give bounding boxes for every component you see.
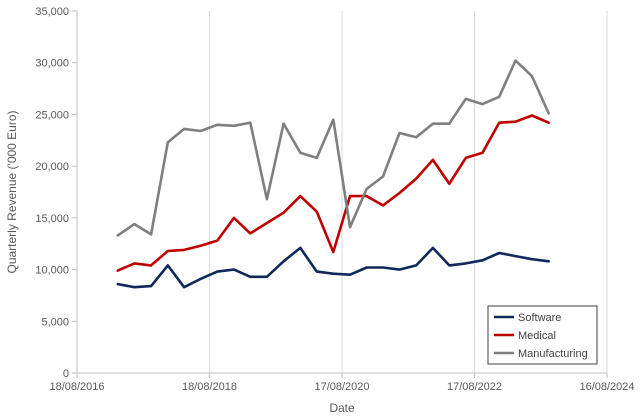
y-tick-label: 0 xyxy=(63,368,69,380)
y-tick-label: 35,000 xyxy=(35,6,69,18)
y-tick-label: 15,000 xyxy=(35,213,69,225)
x-tick-label: 17/08/2022 xyxy=(447,381,502,393)
legend-label-manufacturing: Manufacturing xyxy=(518,348,588,360)
y-tick-label: 25,000 xyxy=(35,109,69,121)
x-tick-label: 18/08/2018 xyxy=(182,381,237,393)
axes xyxy=(72,10,608,378)
series-line-manufacturing xyxy=(116,59,551,237)
x-axis-tick-labels: 18/08/2016 18/08/2018 17/08/2020 17/08/2022… xyxy=(49,381,634,393)
y-tick-label: 20,000 xyxy=(35,161,69,173)
x-tick-label: 17/08/2020 xyxy=(314,381,369,393)
y-tick-label: 30,000 xyxy=(35,58,69,70)
y-axis-title: Quarterly Revenue ('000 Euro) xyxy=(5,110,19,273)
series-line-medical xyxy=(116,114,551,272)
y-tick-label: 10,000 xyxy=(35,265,69,277)
legend-label-software: Software xyxy=(518,312,561,324)
legend: Software Medical Manufacturing xyxy=(487,305,598,365)
y-axis-tick-labels: 0 5,000 10,000 15,000 20,000 25,000 30,000 35,0… xyxy=(35,6,69,380)
y-tick-label: 5,000 xyxy=(41,316,69,328)
legend-label-medical: Medical xyxy=(518,330,556,342)
series-lines xyxy=(116,59,551,289)
series-line-software xyxy=(116,246,551,289)
x-tick-label: 18/08/2016 xyxy=(49,381,104,393)
x-axis-title: Date xyxy=(329,401,355,415)
x-tick-label: 16/08/2024 xyxy=(579,381,634,393)
